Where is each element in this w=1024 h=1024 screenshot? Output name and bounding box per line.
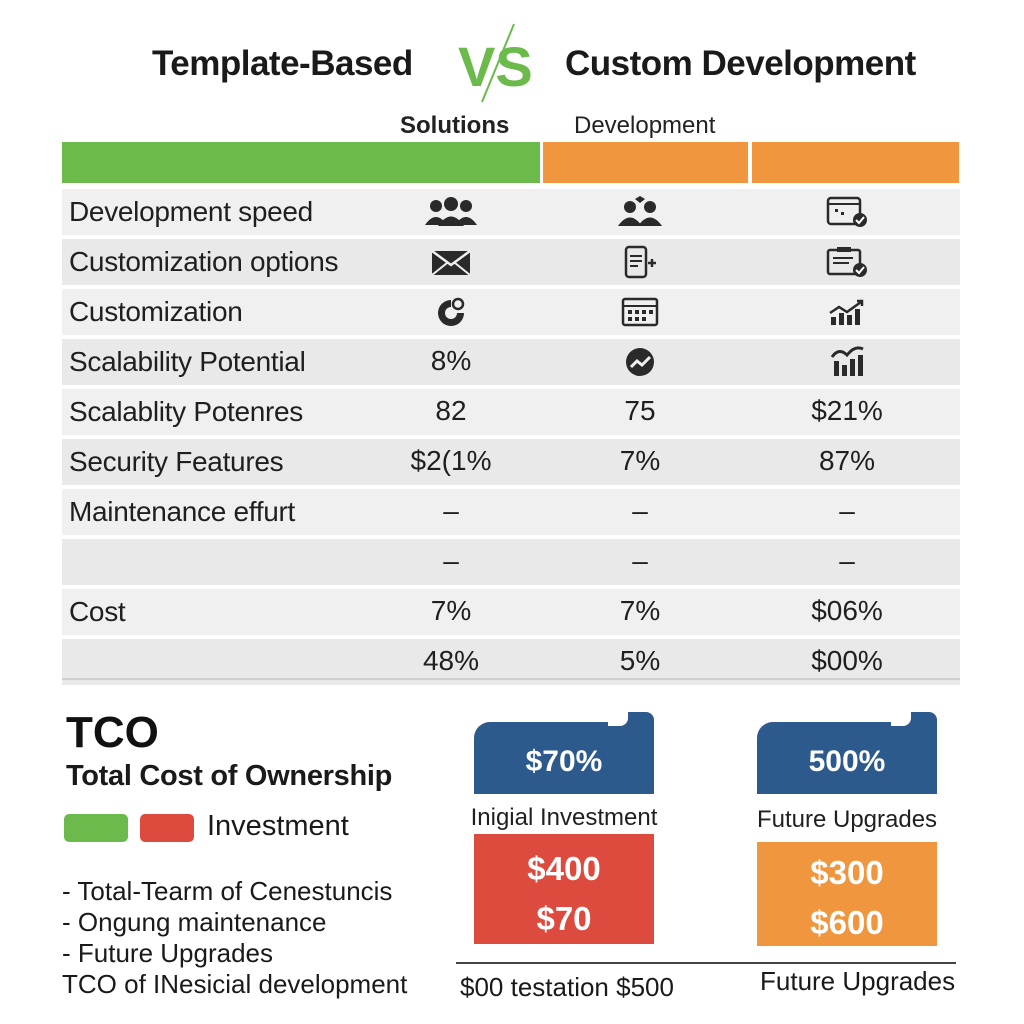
- bar-chart-trend-icon: [787, 295, 907, 329]
- table-row: Scalability Potential 8%: [62, 339, 960, 385]
- users-icon: [391, 195, 511, 229]
- row-value: –: [632, 545, 648, 576]
- table-row: – – –: [62, 539, 960, 585]
- browser-shield-icon: [787, 195, 907, 229]
- header-band-green: [62, 142, 540, 183]
- row-value: $2(1%: [410, 445, 492, 476]
- tab-notch: [907, 712, 937, 726]
- row-value: 7%: [430, 595, 472, 626]
- vs-logo: VS: [452, 22, 542, 104]
- legend-label: Investment: [207, 810, 349, 842]
- table-row: 48% 5% $00%: [62, 639, 960, 685]
- table-row: Cost 7% 7% $06%: [62, 589, 960, 635]
- legend-swatch-red: [140, 814, 194, 842]
- tco-subtitle: Total Cost of Ownership: [66, 760, 393, 792]
- vs-text: VS: [458, 35, 533, 98]
- table-row: Development speed: [62, 189, 960, 235]
- tab-notch: [624, 712, 654, 726]
- growth-bars-icon: [787, 345, 907, 379]
- row-value: $06%: [811, 595, 883, 626]
- table-divider: [62, 678, 960, 680]
- list-item: TCO of INesicial development: [62, 969, 408, 999]
- subheader-development: Development: [574, 112, 716, 139]
- tab-value: 500%: [808, 745, 886, 778]
- row-label: Development speed: [69, 196, 313, 227]
- tab-notch-cut: [608, 712, 628, 726]
- row-value: 8%: [430, 345, 472, 376]
- row-label: Scalablity Potenres: [69, 396, 303, 427]
- comparison-table: Development speed Customization opti: [62, 189, 960, 689]
- left-title: Template-Based: [152, 44, 413, 83]
- row-label: Maintenance effurt: [69, 496, 296, 527]
- header-band-orange-1: [543, 142, 748, 183]
- table-row: Customization: [62, 289, 960, 335]
- right-title: Custom Development: [565, 44, 916, 83]
- row-label: Cost: [69, 596, 126, 627]
- initial-investment-label: Inigial Investment: [470, 804, 658, 831]
- row-value: 5%: [619, 645, 661, 676]
- row-value: –: [443, 495, 459, 526]
- subheader-solutions: Solutions: [400, 112, 510, 139]
- row-label: Security Features: [69, 446, 284, 477]
- block-value: $600: [810, 904, 884, 941]
- mobile-plus-icon: [580, 245, 700, 279]
- list-item: - Ongung maintenance: [62, 907, 327, 937]
- table-row: Customization options: [62, 239, 960, 285]
- calendar-grid-icon: [580, 295, 700, 329]
- future-upgrades-label: Future Upgrades: [756, 806, 938, 833]
- legend-swatch-green: [64, 814, 128, 842]
- tab-notch-cut: [891, 712, 911, 726]
- tco-title: TCO: [66, 708, 159, 757]
- row-value: 82: [435, 395, 467, 426]
- row-value: –: [839, 545, 855, 576]
- row-value: 75: [624, 395, 656, 426]
- future-upgrades-tab: 500%: [757, 722, 937, 794]
- initial-investment-block: $400 $70: [474, 834, 654, 944]
- footer-right-text: Future Upgrades: [760, 966, 956, 996]
- block-value: $300: [810, 854, 884, 891]
- footer-left-text: $00 testation $500: [460, 972, 674, 1002]
- future-upgrades-block: $300 $600: [757, 842, 937, 946]
- row-value: –: [443, 545, 459, 576]
- row-label: Customization options: [69, 246, 339, 277]
- block-value: $400: [527, 850, 601, 887]
- tab-value: $70%: [525, 745, 603, 778]
- table-row: Maintenance effurt – – –: [62, 489, 960, 535]
- row-value: –: [839, 495, 855, 526]
- row-label: Customization: [69, 296, 243, 327]
- row-value: –: [632, 495, 648, 526]
- trend-circle-icon: [580, 345, 700, 379]
- row-value: 7%: [619, 445, 661, 476]
- row-label: Scalability Potential: [69, 346, 306, 377]
- header-band-orange-2: [752, 142, 959, 183]
- row-value: 87%: [818, 445, 876, 476]
- row-value: 7%: [619, 595, 661, 626]
- envelope-icon: [391, 245, 511, 279]
- table-row: Scalablity Potenres 82 75 $21%: [62, 389, 960, 435]
- list-item: - Total-Tearm of Cenestuncis: [62, 876, 393, 906]
- row-value: 48%: [422, 645, 480, 676]
- block-value: $70: [536, 900, 592, 937]
- tco-bullet-list: - Total-Tearm of Cenestuncis - Ongung ma…: [62, 876, 407, 1000]
- table-row: Security Features $2(1% 7% 87%: [62, 439, 960, 485]
- initial-investment-tab: $70%: [474, 722, 654, 794]
- team-icon: [580, 195, 700, 229]
- baseline-divider: [456, 962, 956, 964]
- list-item: - Future Upgrades: [62, 938, 273, 968]
- document-shield-icon: [787, 245, 907, 279]
- row-value: $00%: [811, 645, 883, 676]
- pie-chart-icon: [391, 295, 511, 329]
- row-value: $21%: [811, 395, 883, 426]
